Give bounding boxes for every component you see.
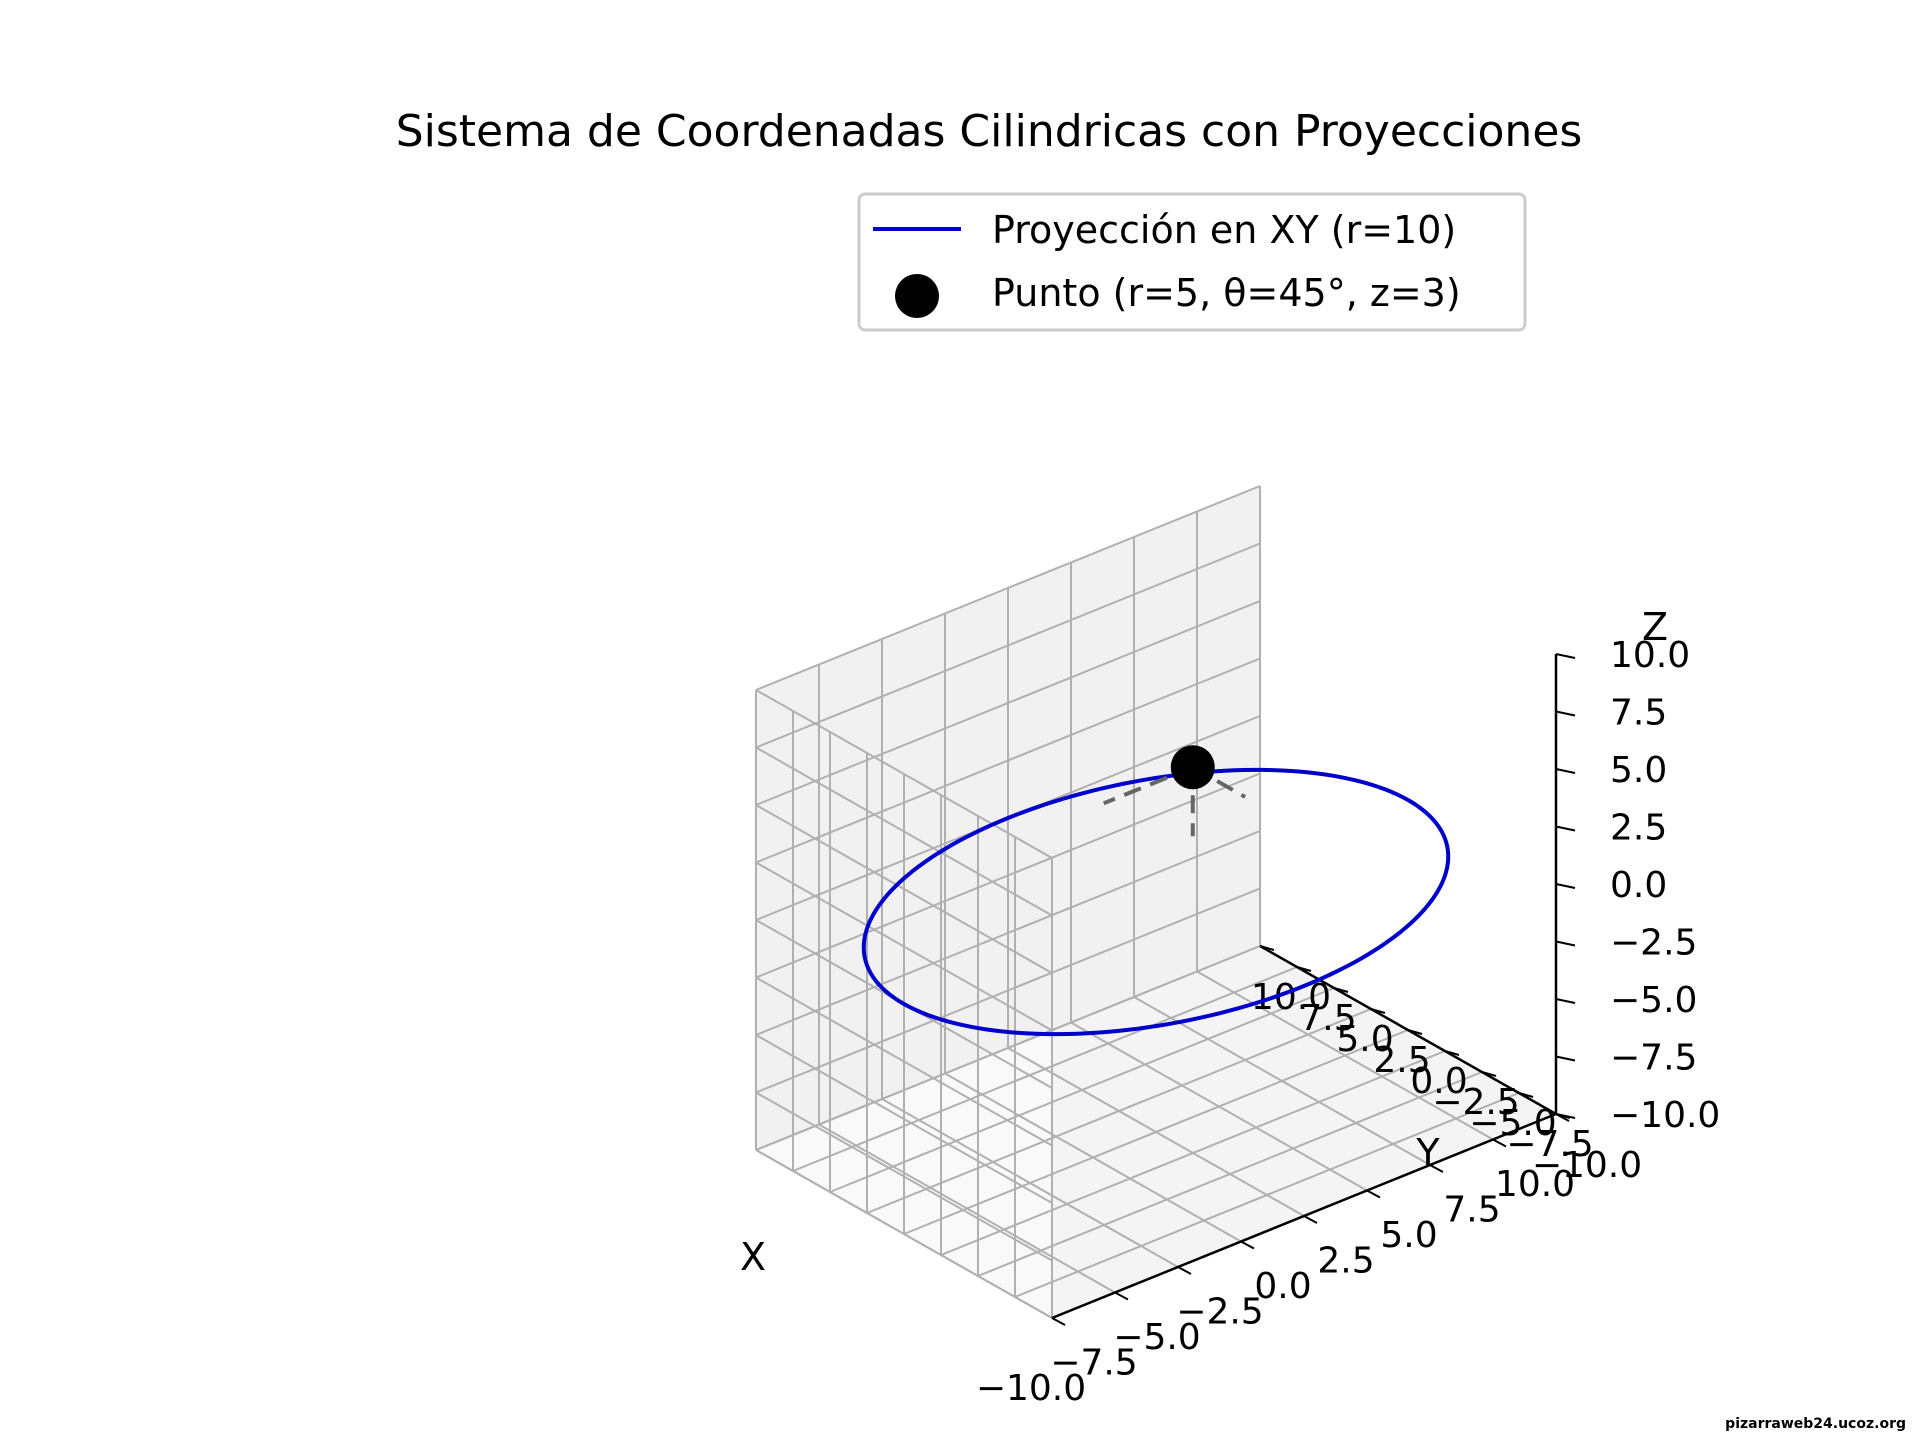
floor-grid-x (1133, 996, 1431, 1166)
y-tick (1481, 1071, 1497, 1077)
legend: Proyección en XY (r=10) Punto (r=5, θ=45… (857, 192, 1527, 332)
y-tick (1518, 1092, 1534, 1098)
floor-grid-y (903, 1029, 1409, 1235)
z-axis-label: Z (1642, 605, 1668, 649)
z-tick-label: −2.5 (1610, 923, 1697, 964)
series-circle-xy (861, 767, 1451, 1037)
z-tick-label: −7.5 (1610, 1038, 1697, 1079)
x-tick (1429, 1164, 1444, 1173)
z-tick-label: −5.0 (1610, 980, 1697, 1021)
x-tick-label: 5.0 (1380, 1215, 1437, 1256)
floor-grid-y (755, 945, 1261, 1151)
y-tick (1259, 945, 1275, 951)
legend-label-circle: Proyección en XY (r=10) (992, 208, 1456, 252)
z-tick (1555, 1055, 1576, 1062)
x-tick-label: 7.5 (1443, 1190, 1500, 1231)
left-grid-z (755, 804, 1053, 974)
y-tick (1407, 1029, 1423, 1035)
back-grid-z (755, 600, 1261, 806)
y-tick-label: 7.5 (1299, 998, 1356, 1039)
z-tick (1555, 653, 1576, 659)
z-tick (1555, 710, 1576, 717)
x-tick (1114, 1291, 1129, 1301)
back-grid-z (755, 657, 1261, 864)
y-tick-label: −7.5 (1506, 1124, 1593, 1165)
y-tick (1370, 1008, 1386, 1014)
z-tick (1555, 998, 1576, 1004)
x-tick-label: 10.0 (1495, 1164, 1575, 1205)
legend-point-swatch (895, 274, 939, 318)
z-tick (1555, 825, 1576, 832)
y-tick-label: 5.0 (1336, 1019, 1393, 1060)
x-tick-label: −10.0 (976, 1368, 1086, 1409)
x-tick-label: 0.0 (1254, 1266, 1311, 1307)
x-tick (1366, 1189, 1381, 1199)
x-tick-label: −7.5 (1050, 1343, 1137, 1384)
series-layer (861, 745, 1451, 1037)
x-axis-label: X (740, 1235, 766, 1279)
z-tick (1555, 1113, 1576, 1119)
z-tick-label: 7.5 (1610, 693, 1667, 734)
back-grid-z (755, 542, 1261, 749)
x-tick (1492, 1138, 1507, 1148)
left-grid-z (755, 861, 1053, 1032)
y-tick (1333, 987, 1349, 993)
x-tick-label: −2.5 (1176, 1292, 1263, 1333)
watermark: pizarraweb24.ucoz.org (1725, 1416, 1906, 1432)
y-tick (1444, 1050, 1460, 1056)
back-grid-z (755, 485, 1261, 691)
y-tick-label: 2.5 (1373, 1040, 1430, 1081)
x-tick (1303, 1215, 1318, 1224)
x-tick (1177, 1266, 1192, 1275)
x-tick (1051, 1317, 1066, 1326)
series-point (1170, 745, 1215, 790)
legend-box (857, 192, 1527, 332)
x-tick-label: −5.0 (1113, 1317, 1200, 1358)
z-tick-label: 10.0 (1610, 635, 1690, 676)
z-ticks: −10.0 −7.5 −5.0 −2.5 0.0 2.5 5.0 7.5 10.0 (1555, 635, 1720, 1136)
grid-lines (755, 485, 1557, 1319)
x-tick (1240, 1240, 1255, 1250)
x-tick-label: 2.5 (1317, 1241, 1374, 1282)
y-tick-label: −5.0 (1469, 1103, 1556, 1144)
y-tick-label: −2.5 (1432, 1082, 1519, 1123)
y-tick (1296, 966, 1312, 972)
z-tick-label: −10.0 (1610, 1095, 1720, 1136)
y-tick-label: 0.0 (1410, 1061, 1467, 1102)
z-tick (1555, 940, 1576, 947)
left-grid-z (755, 689, 1053, 859)
x-ticks: −10.0−7.5−5.0−2.50.02.55.07.510.0 (976, 1113, 1575, 1409)
y-tick-label: 10.0 (1251, 977, 1331, 1018)
z-tick-label: 5.0 (1610, 750, 1667, 791)
y-ticks: −10.0−7.5−5.0−2.50.02.55.07.510.0 (1251, 945, 1642, 1186)
left-grid-z (755, 746, 1053, 917)
z-tick-label: 0.0 (1610, 865, 1667, 906)
z-tick (1555, 883, 1576, 889)
floor-grid-y (866, 1008, 1372, 1214)
y-tick-label: −10.0 (1532, 1145, 1642, 1186)
floor-grid-y (792, 966, 1298, 1172)
z-tick (1555, 768, 1576, 774)
z-tick-label: 2.5 (1610, 808, 1667, 849)
floor-grid-x (1070, 1021, 1368, 1192)
y-axis-label: Y (1415, 1131, 1440, 1175)
floor-grid-y (829, 987, 1335, 1193)
floor-grid-x (1196, 970, 1494, 1141)
chart-title: Sistema de Coordenadas Cilindricas con P… (396, 106, 1583, 157)
legend-label-point: Punto (r=5, θ=45°, z=3) (992, 271, 1461, 315)
